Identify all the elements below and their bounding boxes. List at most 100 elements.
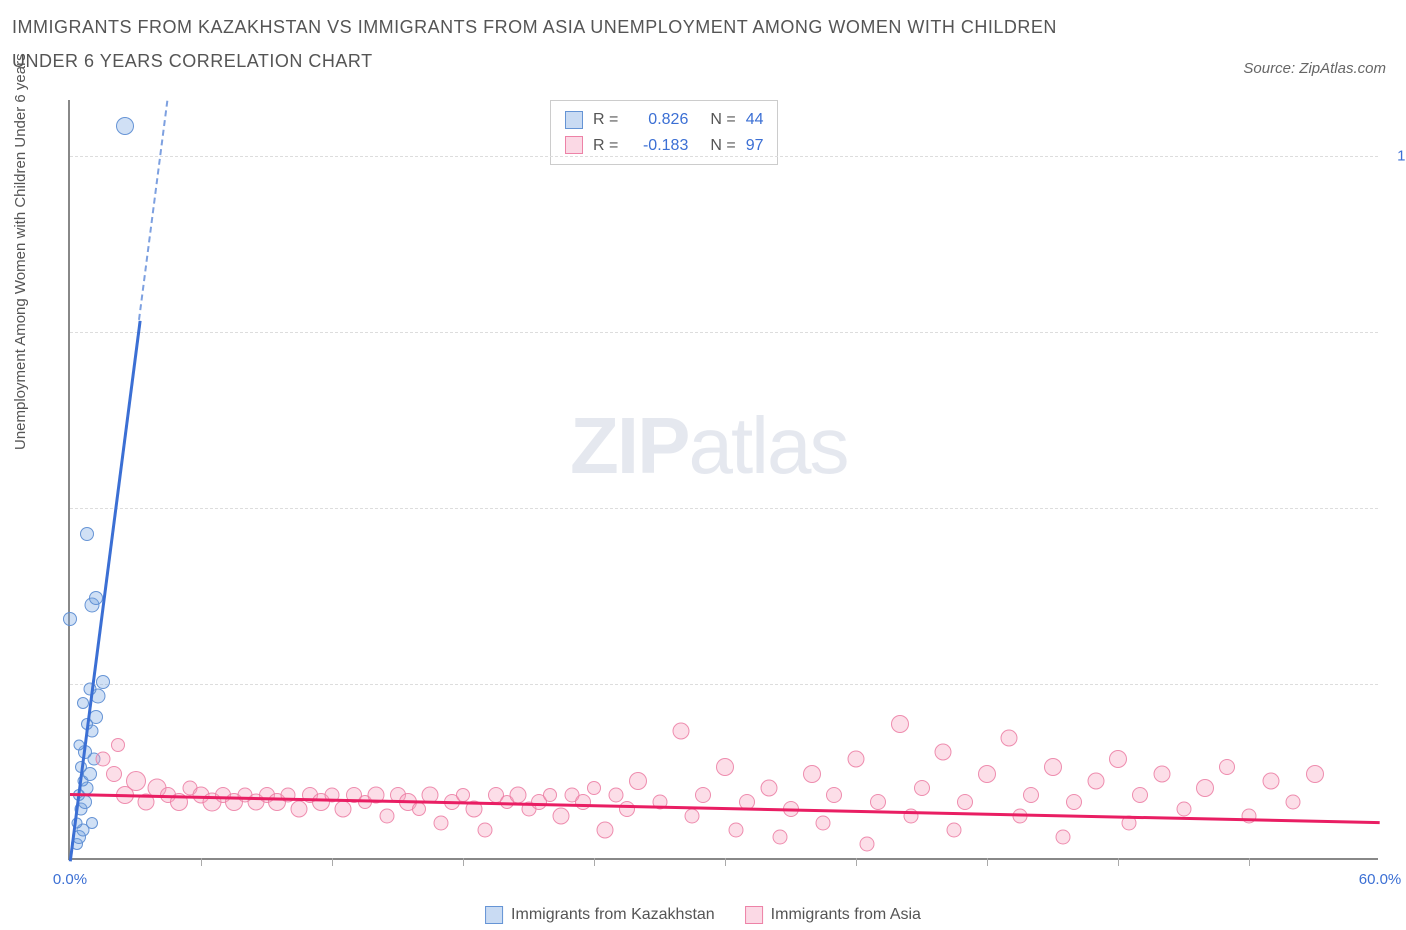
gridline bbox=[70, 332, 1378, 333]
data-point bbox=[716, 758, 734, 776]
data-point bbox=[80, 527, 94, 541]
legend-swatch-icon bbox=[485, 906, 503, 924]
data-point bbox=[106, 766, 122, 782]
data-point bbox=[1306, 765, 1324, 783]
data-point bbox=[1176, 801, 1191, 816]
bottom-legend-item: Immigrants from Asia bbox=[745, 906, 921, 924]
legend-r-label: R = bbox=[593, 133, 618, 159]
x-tick bbox=[987, 858, 988, 866]
data-point bbox=[456, 788, 470, 802]
x-tick bbox=[332, 858, 333, 866]
data-point bbox=[772, 829, 787, 844]
data-point bbox=[1219, 759, 1235, 775]
legend-r-value: -0.183 bbox=[628, 133, 688, 159]
data-point bbox=[63, 612, 77, 626]
data-point bbox=[608, 787, 623, 802]
gridline bbox=[70, 156, 1378, 157]
source-attribution: Source: ZipAtlas.com bbox=[1243, 60, 1386, 77]
data-point bbox=[914, 780, 930, 796]
data-point bbox=[1262, 772, 1279, 789]
data-point bbox=[1088, 772, 1105, 789]
data-point bbox=[1023, 787, 1039, 803]
data-point bbox=[95, 752, 110, 767]
data-point bbox=[126, 771, 146, 791]
data-point bbox=[434, 815, 449, 830]
gridline bbox=[70, 508, 1378, 509]
x-tick bbox=[1249, 858, 1250, 866]
data-point bbox=[111, 738, 125, 752]
data-point bbox=[1109, 750, 1127, 768]
bottom-legend: Immigrants from Kazakhstan Immigrants fro… bbox=[485, 906, 921, 924]
x-tick bbox=[725, 858, 726, 866]
data-point bbox=[673, 723, 690, 740]
y-axis-label: Unemployment Among Women with Children U… bbox=[12, 53, 29, 450]
legend-row: R = 0.826 N = 44 bbox=[565, 107, 763, 133]
data-point bbox=[575, 794, 591, 810]
legend-n-label: N = bbox=[710, 133, 735, 159]
legend-r-value: 0.826 bbox=[628, 107, 688, 133]
legend-n-value: 97 bbox=[746, 133, 764, 159]
data-point bbox=[891, 715, 909, 733]
data-point bbox=[947, 822, 962, 837]
data-point bbox=[1044, 758, 1062, 776]
x-tick bbox=[1118, 858, 1119, 866]
legend-r-label: R = bbox=[593, 107, 618, 133]
data-point bbox=[760, 779, 777, 796]
data-point bbox=[728, 822, 743, 837]
chart-title: IMMIGRANTS FROM KAZAKHSTAN VS IMMIGRANTS… bbox=[12, 10, 1112, 78]
data-point bbox=[89, 710, 103, 724]
legend-n-label: N = bbox=[710, 107, 735, 133]
data-point bbox=[553, 807, 570, 824]
bottom-legend-item: Immigrants from Kazakhstan bbox=[485, 906, 715, 924]
bottom-legend-label: Immigrants from Kazakhstan bbox=[511, 906, 715, 924]
x-tick-label: 0.0% bbox=[53, 871, 87, 888]
data-point bbox=[935, 744, 952, 761]
legend-swatch-icon bbox=[565, 111, 583, 129]
gridline bbox=[70, 684, 1378, 685]
source-prefix: Source: bbox=[1243, 60, 1299, 77]
data-point bbox=[1285, 794, 1300, 809]
data-point bbox=[543, 788, 557, 802]
source-name: ZipAtlas.com bbox=[1299, 60, 1386, 77]
data-point bbox=[695, 787, 711, 803]
data-point bbox=[619, 801, 635, 817]
data-point bbox=[509, 786, 526, 803]
data-point bbox=[412, 802, 426, 816]
x-tick bbox=[594, 858, 595, 866]
data-point bbox=[596, 821, 613, 838]
data-point bbox=[1066, 794, 1082, 810]
data-point bbox=[1196, 779, 1214, 797]
data-point bbox=[826, 787, 842, 803]
data-point bbox=[1153, 765, 1170, 782]
data-point bbox=[685, 808, 700, 823]
data-point bbox=[334, 800, 351, 817]
data-point bbox=[957, 794, 973, 810]
bottom-legend-label: Immigrants from Asia bbox=[771, 906, 921, 924]
x-tick-label: 60.0% bbox=[1359, 871, 1402, 888]
data-point bbox=[379, 808, 394, 823]
data-point bbox=[1242, 808, 1257, 823]
data-point bbox=[587, 781, 601, 795]
data-point bbox=[96, 675, 110, 689]
data-point bbox=[86, 817, 98, 829]
data-point bbox=[1000, 730, 1017, 747]
chart-plot-area: R =0.826N =44R =-0.183N =97 25.0%50.0%75… bbox=[68, 100, 1378, 860]
legend-n-value: 44 bbox=[746, 107, 764, 133]
legend-swatch-icon bbox=[745, 906, 763, 924]
data-point bbox=[477, 822, 492, 837]
data-point bbox=[816, 815, 831, 830]
data-point bbox=[1056, 829, 1071, 844]
legend-row: R = -0.183 N = 97 bbox=[565, 133, 763, 159]
trend-line-dashed bbox=[138, 100, 168, 320]
x-tick bbox=[463, 858, 464, 866]
data-point bbox=[77, 697, 89, 709]
data-point bbox=[978, 765, 996, 783]
data-point bbox=[870, 794, 886, 810]
x-tick bbox=[856, 858, 857, 866]
data-point bbox=[1132, 787, 1148, 803]
data-point bbox=[629, 772, 647, 790]
data-point bbox=[859, 836, 874, 851]
legend-swatch-icon bbox=[565, 136, 583, 154]
x-tick bbox=[201, 858, 202, 866]
data-point bbox=[803, 765, 821, 783]
